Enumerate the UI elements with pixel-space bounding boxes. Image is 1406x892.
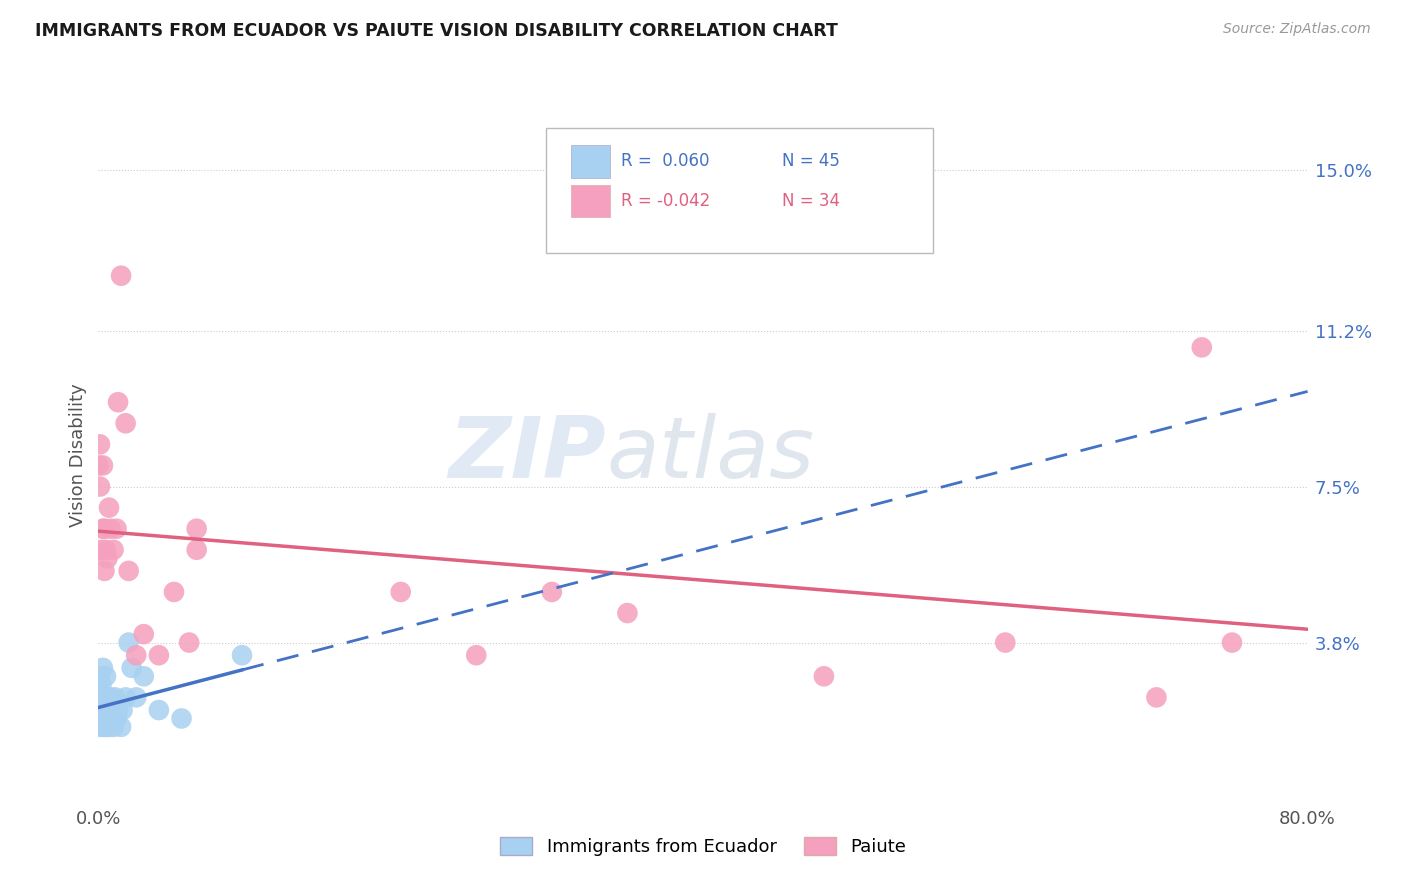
Text: Source: ZipAtlas.com: Source: ZipAtlas.com	[1223, 22, 1371, 37]
Point	[87, 711, 110, 725]
Point	[89, 690, 111, 705]
Point	[89, 720, 111, 734]
Point	[114, 690, 136, 705]
Point	[89, 479, 111, 493]
Point	[94, 720, 117, 734]
Point	[98, 703, 121, 717]
Point	[90, 703, 112, 717]
Point	[813, 669, 835, 683]
Point	[96, 711, 118, 725]
Point	[110, 720, 132, 734]
Point	[994, 635, 1017, 649]
Point	[89, 703, 111, 717]
Text: atlas: atlas	[606, 413, 814, 497]
Point	[179, 635, 201, 649]
Text: IMMIGRANTS FROM ECUADOR VS PAIUTE VISION DISABILITY CORRELATION CHART: IMMIGRANTS FROM ECUADOR VS PAIUTE VISION…	[35, 22, 838, 40]
Point	[103, 703, 125, 717]
Text: N = 45: N = 45	[782, 153, 839, 170]
Point	[87, 686, 110, 700]
FancyBboxPatch shape	[571, 145, 610, 178]
Point	[94, 669, 117, 683]
Point	[89, 711, 111, 725]
Point	[94, 542, 117, 557]
Y-axis label: Vision Disability: Vision Disability	[69, 383, 87, 527]
Point	[121, 661, 143, 675]
Point	[98, 500, 121, 515]
Point	[94, 703, 117, 717]
Point	[87, 695, 110, 709]
Point	[90, 542, 112, 557]
Point	[93, 522, 115, 536]
Point	[186, 522, 208, 536]
Point	[87, 458, 110, 473]
Point	[89, 669, 111, 683]
Point	[91, 720, 114, 734]
Point	[98, 720, 121, 734]
Point	[90, 690, 112, 705]
Point	[91, 458, 114, 473]
Text: R = -0.042: R = -0.042	[621, 192, 710, 210]
Point	[105, 522, 128, 536]
Point	[110, 268, 132, 283]
Point	[90, 711, 112, 725]
Point	[101, 711, 124, 725]
Point	[91, 703, 114, 717]
Point	[103, 720, 125, 734]
Point	[170, 711, 193, 725]
Point	[616, 606, 638, 620]
Point	[104, 690, 127, 705]
Point	[105, 711, 128, 725]
Point	[125, 648, 148, 663]
Point	[107, 395, 129, 409]
Point	[186, 542, 208, 557]
Point	[96, 551, 118, 566]
Point	[93, 711, 115, 725]
Point	[1144, 690, 1167, 705]
Point	[91, 661, 114, 675]
Point	[125, 690, 148, 705]
Text: R =  0.060: R = 0.060	[621, 153, 709, 170]
Point	[100, 690, 122, 705]
Point	[1191, 340, 1213, 354]
Point	[90, 678, 112, 692]
Point	[1220, 635, 1243, 649]
Point	[163, 585, 186, 599]
Point	[91, 711, 114, 725]
Point	[114, 417, 136, 431]
FancyBboxPatch shape	[546, 128, 932, 253]
Point	[93, 564, 115, 578]
Point	[87, 678, 110, 692]
Point	[89, 437, 111, 451]
Point	[91, 522, 114, 536]
Legend: Immigrants from Ecuador, Paiute: Immigrants from Ecuador, Paiute	[492, 830, 914, 863]
Point	[132, 627, 155, 641]
Point	[87, 703, 110, 717]
Point	[389, 585, 412, 599]
Point	[107, 703, 129, 717]
Point	[93, 690, 115, 705]
Point	[103, 542, 125, 557]
Point	[465, 648, 488, 663]
FancyBboxPatch shape	[571, 185, 610, 218]
Point	[118, 635, 141, 649]
Point	[132, 669, 155, 683]
Point	[118, 564, 141, 578]
Point	[540, 585, 562, 599]
Point	[93, 703, 115, 717]
Point	[96, 690, 118, 705]
Point	[231, 648, 253, 663]
Point	[111, 703, 134, 717]
Text: N = 34: N = 34	[782, 192, 839, 210]
Text: ZIP: ZIP	[449, 413, 606, 497]
Point	[148, 648, 170, 663]
Point	[148, 703, 170, 717]
Point	[100, 522, 122, 536]
